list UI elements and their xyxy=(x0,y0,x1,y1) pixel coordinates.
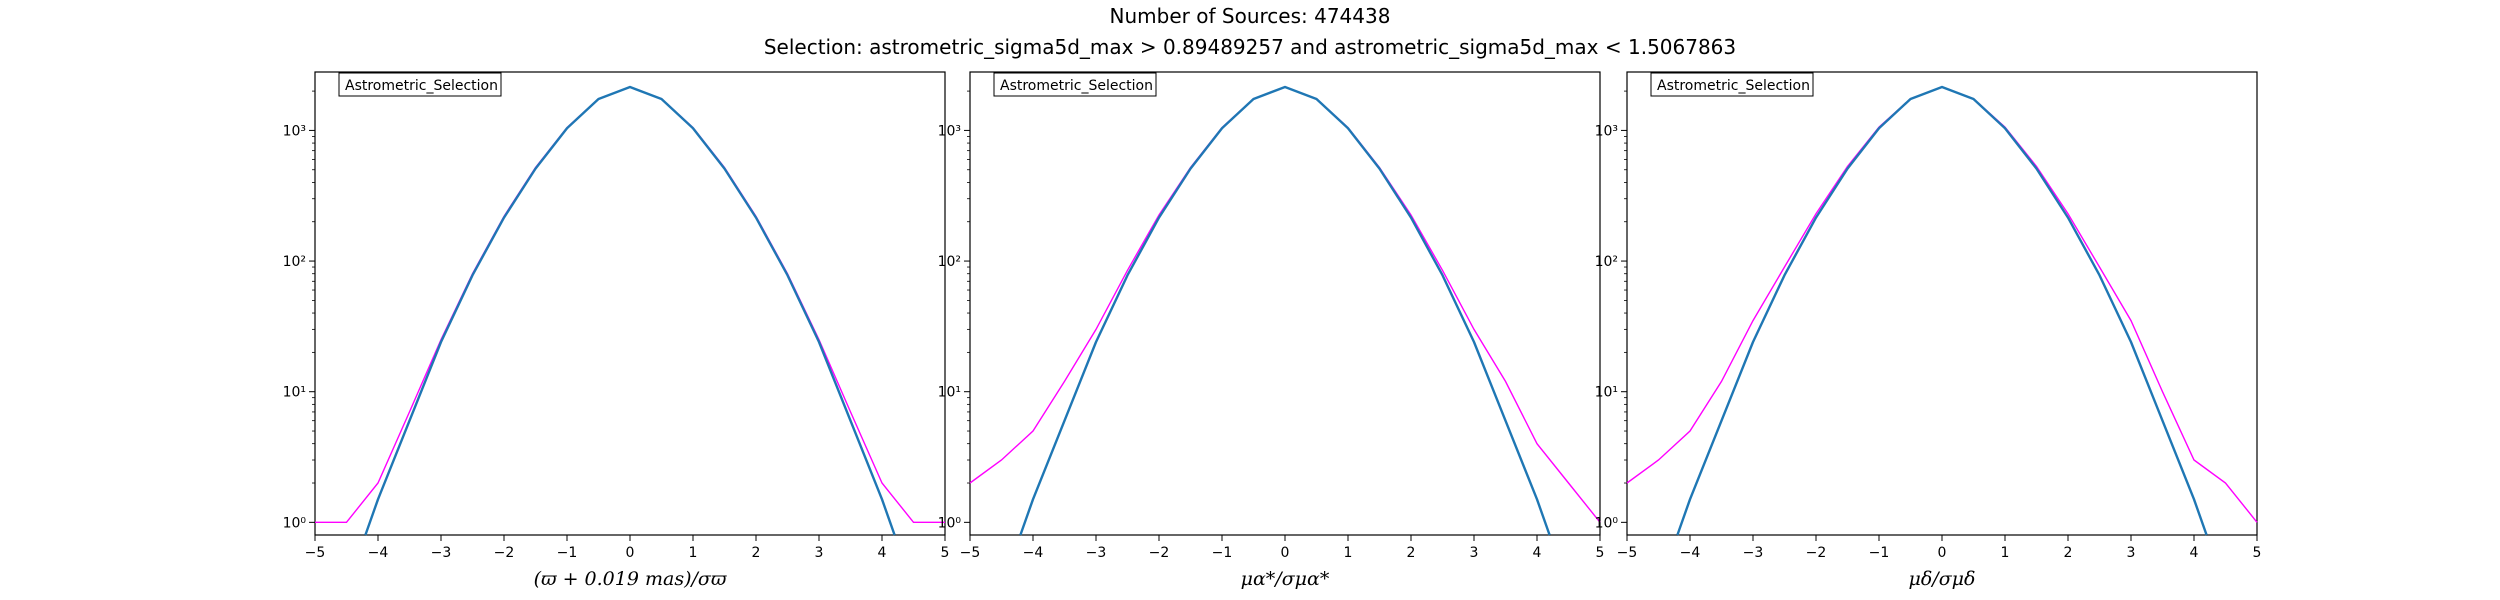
x-tick-label: 3 xyxy=(815,545,824,561)
x-tick-label: 3 xyxy=(1470,545,1479,561)
x-tick-label: 5 xyxy=(2253,545,2262,561)
fit-curve-series xyxy=(1676,85,2208,536)
y-tick-label: 10³ xyxy=(1595,123,1618,139)
x-tick-label: −5 xyxy=(960,545,981,561)
x-tick-label: −1 xyxy=(557,545,578,561)
histogram-series xyxy=(1626,86,2258,523)
legend: Astrometric_Selection xyxy=(1650,72,1814,97)
x-tick-label: 5 xyxy=(1596,545,1605,561)
y-tick-label: 10² xyxy=(938,254,961,270)
x-tick-label: −4 xyxy=(368,545,389,561)
legend-box xyxy=(993,72,1157,97)
x-tick-label: 2 xyxy=(1407,545,1416,561)
x-tick-label: 1 xyxy=(689,545,698,561)
y-tick-label: 10³ xyxy=(938,123,961,139)
x-tick-label: 3 xyxy=(2127,545,2136,561)
x-tick-label: −4 xyxy=(1023,545,1044,561)
fit-curve-series xyxy=(364,85,896,536)
y-tick-label: 10¹ xyxy=(1595,385,1618,401)
histogram-series xyxy=(315,86,945,523)
y-tick-label: 10³ xyxy=(283,123,306,139)
x-tick-label: 2 xyxy=(2064,545,2073,561)
x-tick-label: −2 xyxy=(1806,545,1827,561)
x-axis-label: μδ/σμδ xyxy=(1909,568,1976,590)
plot-frame xyxy=(314,71,946,536)
chart-panel-pmdec: −5 −4 −3 −2 −1 0 1 2 3 4 5 10⁰ 10¹ 10² 10³ Astrometric_… xyxy=(1595,71,2262,590)
legend: Astrometric_Selection xyxy=(338,72,502,97)
x-tick-label: −5 xyxy=(1617,545,1638,561)
x-tick-label: 1 xyxy=(2001,545,2010,561)
x-tick-label: 5 xyxy=(941,545,950,561)
x-tick-label: −3 xyxy=(1743,545,1764,561)
x-tick-label: −5 xyxy=(305,545,326,561)
x-tick-label: 0 xyxy=(626,545,635,561)
x-tick-label: −4 xyxy=(1680,545,1701,561)
y-tick-label: 10¹ xyxy=(283,385,306,401)
legend-label: Astrometric_Selection xyxy=(345,78,498,94)
histogram-series xyxy=(969,86,1601,523)
y-tick-label: 10² xyxy=(1595,254,1618,270)
x-tick-label: −1 xyxy=(1869,545,1890,561)
y-tick-label: 10⁰ xyxy=(283,515,307,531)
x-tick-label: 4 xyxy=(878,545,887,561)
figure-title: Number of Sources: 474438 xyxy=(1109,4,1391,28)
x-tick-label: 0 xyxy=(1281,545,1290,561)
plot-frame xyxy=(1626,71,2258,536)
x-tick-label: 2 xyxy=(752,545,761,561)
legend-label: Astrometric_Selection xyxy=(1000,78,1153,94)
x-axis-label: μα*/σμα* xyxy=(1241,568,1330,590)
legend-box xyxy=(338,72,502,97)
legend-box xyxy=(1650,72,1814,97)
x-tick-label: 4 xyxy=(1533,545,1542,561)
x-tick-label: 0 xyxy=(1938,545,1947,561)
y-tick-label: 10⁰ xyxy=(1595,515,1619,531)
chart-panel-parallax: −5 −4 −3 −2 −1 0 1 2 3 4 5 10⁰ 10¹ 10² 10³ Astrometric_… xyxy=(283,71,950,590)
legend-label: Astrometric_Selection xyxy=(1657,78,1810,94)
chart-panel-pmra: −5 −4 −3 −2 −1 0 1 2 3 4 5 10⁰ 10¹ 10² 10³ Astrometric_… xyxy=(938,71,1605,590)
x-tick-label: −2 xyxy=(1149,545,1170,561)
x-tick-label: −3 xyxy=(1086,545,1107,561)
figure-subtitle: Selection: astrometric_sigma5d_max > 0.8… xyxy=(763,35,1737,59)
x-tick-label: −1 xyxy=(1212,545,1233,561)
y-tick-label: 10⁰ xyxy=(938,515,962,531)
x-tick-label: 1 xyxy=(1344,545,1353,561)
x-tick-label: 4 xyxy=(2190,545,2199,561)
y-tick-label: 10¹ xyxy=(938,385,961,401)
x-tick-label: −2 xyxy=(494,545,515,561)
x-tick-label: −3 xyxy=(431,545,452,561)
legend: Astrometric_Selection xyxy=(993,72,1157,97)
y-tick-label: 10² xyxy=(283,254,306,270)
fit-curve-series xyxy=(1019,85,1551,536)
x-axis-label: (ϖ + 0.019 mas)/σϖ xyxy=(534,568,727,590)
plot-frame xyxy=(969,71,1601,536)
